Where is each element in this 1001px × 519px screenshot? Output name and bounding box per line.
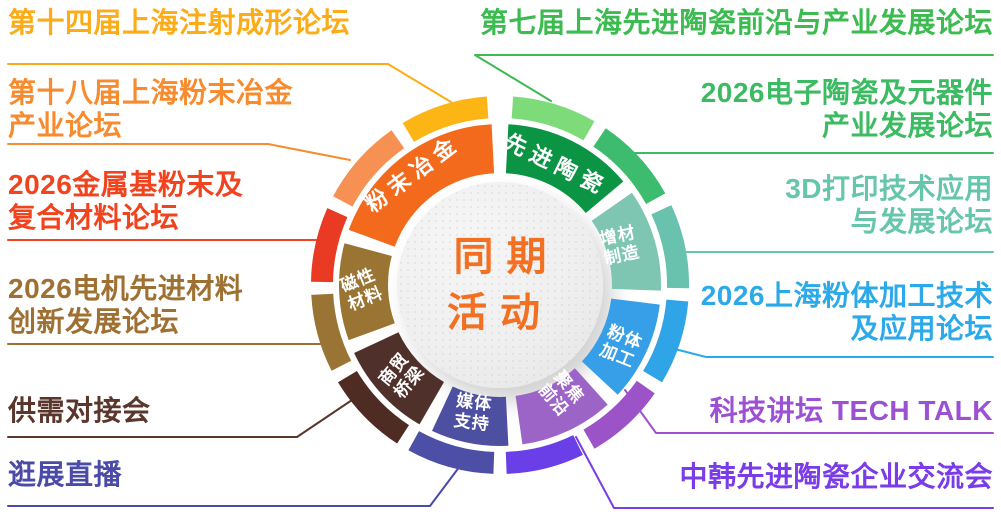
arc-advanced-ceramics-forum — [511, 96, 595, 141]
arc-china-korea — [505, 435, 583, 474]
segment-powder-metallurgy — [348, 124, 495, 247]
arc-live-stream — [408, 431, 495, 474]
center-disc — [397, 182, 603, 388]
event-powder-metallurgy-forum: 第十八届上海粉末冶金 产业论坛 — [8, 77, 294, 141]
event-advanced-ceramics-forum: 第七届上海先进陶瓷前沿与产业发展论坛 — [479, 7, 993, 38]
segment-media-support — [432, 386, 509, 447]
event-metal-powder-forum: 2026金属基粉末及 复合材料论坛 — [8, 169, 244, 233]
connector-event-supply-demand-meeting — [7, 399, 353, 438]
event-injection-molding-forum: 第十四届上海注射成形论坛 — [8, 7, 351, 38]
connector-event-china-korea-exchange — [575, 436, 994, 509]
arc-tech-talk — [583, 380, 655, 449]
segment-powder-processing — [581, 298, 660, 395]
segment-frontier-focus — [515, 368, 608, 445]
center-title-line2: 活动 — [447, 291, 553, 335]
segment-advanced-ceramics — [505, 124, 624, 213]
arc-metal-powder — [311, 208, 348, 283]
center-title-line1: 同期 — [453, 235, 560, 279]
arc-3d-printing — [651, 205, 690, 289]
arc-supply-demand — [338, 371, 409, 444]
center-title: 同期活动 — [441, 229, 560, 341]
arc-electronic-ceramics — [593, 128, 666, 204]
segment-trade-bridge — [354, 332, 444, 425]
arc-powder-processing-forum — [643, 299, 689, 383]
event-tech-talk: 科技讲坛 TECH TALK — [709, 395, 993, 426]
connector-event-advanced-ceramics-forum — [474, 54, 994, 102]
event-china-korea-exchange: 中韩先进陶瓷企业交流会 — [679, 461, 993, 492]
segment-additive-manufacturing — [591, 192, 661, 291]
connector-event-live-stream — [7, 465, 461, 507]
event-live-stream: 逛展直播 — [8, 459, 123, 490]
segment-magnetic-materials — [338, 243, 395, 341]
connector-event-powder-metallurgy-forum — [7, 143, 351, 161]
arc-motor-materials — [311, 293, 352, 371]
event-powder-processing-forum: 2026上海粉体加工技术 及应用论坛 — [700, 280, 993, 344]
connector-event-powder-processing-forum — [662, 345, 994, 358]
event-electronic-ceramics-forum: 2026电子陶瓷及元器件 产业发展论坛 — [700, 77, 993, 141]
arc-injection-molding — [402, 96, 489, 142]
event-motor-materials-forum: 2026电机先进材料 创新发展论坛 — [8, 273, 244, 337]
connector-event-injection-molding-forum — [7, 63, 452, 103]
ring-label-additive-manufacturing: 增材 制造 — [598, 222, 642, 269]
arc-powder-metallurgy-forum — [333, 130, 405, 207]
event-supply-demand-meeting: 供需对接会 — [8, 395, 151, 426]
event-3d-printing-forum: 3D打印技术应用 与发展论坛 — [785, 173, 993, 237]
ring-label-media-support: 媒体 支持 — [452, 391, 494, 435]
